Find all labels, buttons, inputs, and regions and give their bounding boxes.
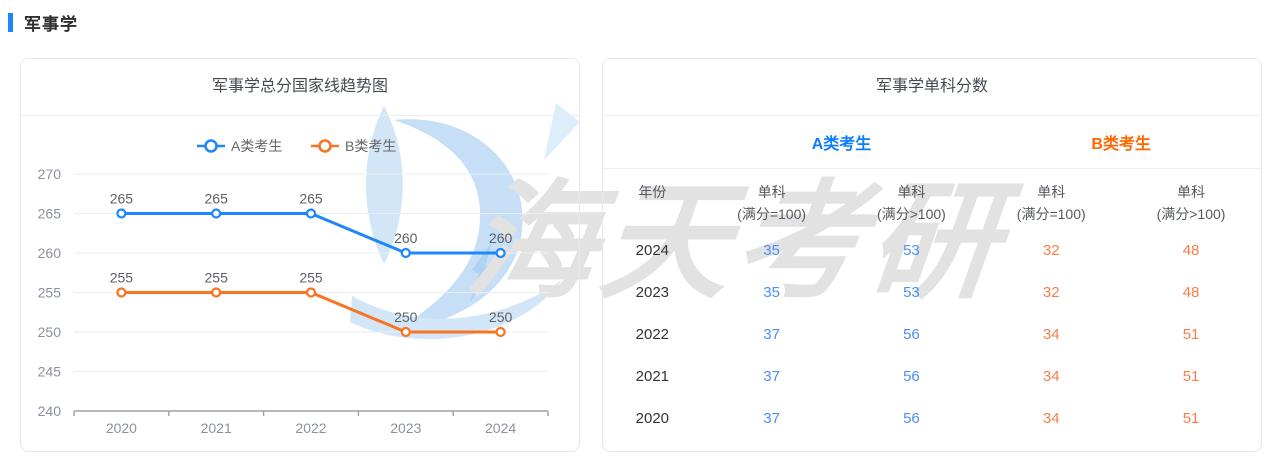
table-row: 2021 37 56 34 51 <box>603 355 1261 397</box>
score-cell: 37 <box>763 367 780 385</box>
legend-marker-icon <box>318 139 332 153</box>
group-header-b: B类考生 <box>1091 136 1151 153</box>
series-line <box>121 291 501 334</box>
series-line <box>121 212 501 255</box>
table-row: 2020 37 56 34 51 <box>603 397 1261 439</box>
legend-label: B类考生 <box>345 138 396 154</box>
score-cell: 35 <box>763 241 780 259</box>
column-header: 单科 (满分>100) <box>1156 184 1226 222</box>
data-point-label: 265 <box>110 191 134 207</box>
group-header-a: A类考生 <box>811 136 872 153</box>
legend-marker-icon <box>204 139 218 153</box>
data-point[interactable] <box>211 208 222 219</box>
data-point[interactable] <box>305 208 317 219</box>
score-table-title: 军事学单科分数 <box>875 78 988 95</box>
trend-line-chart[interactable]: 240 245 250 255 260 265 270 2020 2021 2022 2023 202… <box>21 116 579 452</box>
column-header: 单科 (满分>100) <box>876 184 946 222</box>
score-cell: 34 <box>1042 367 1060 385</box>
data-point-label: 260 <box>489 230 513 246</box>
section-header: 军事学 <box>8 10 78 35</box>
data-point[interactable] <box>495 247 506 259</box>
year-cell: 2022 <box>635 325 670 343</box>
score-cell: 53 <box>903 241 920 259</box>
score-cell: 48 <box>1182 283 1200 301</box>
y-axis-label: 270 <box>38 166 62 182</box>
year-cell: 2020 <box>635 409 670 427</box>
data-point[interactable] <box>211 287 222 298</box>
y-axis-label: 245 <box>38 364 62 380</box>
section-accent-bar-icon <box>8 13 13 32</box>
data-point[interactable] <box>116 208 127 219</box>
y-axis-label: 255 <box>38 285 62 301</box>
x-axis-label: 2022 <box>295 420 326 436</box>
legend-item[interactable]: B类考生 <box>311 138 396 154</box>
score-cell: 56 <box>903 325 920 343</box>
score-cell: 56 <box>903 409 920 427</box>
score-cell: 51 <box>1182 409 1200 427</box>
data-point[interactable] <box>116 287 127 298</box>
y-axis-label: 240 <box>38 403 62 419</box>
score-cell: 51 <box>1182 367 1200 385</box>
trend-panel-divider <box>21 115 579 116</box>
data-point-label: 255 <box>299 270 323 286</box>
score-cell: 32 <box>1042 283 1060 301</box>
data-point-label: 250 <box>394 309 418 325</box>
score-cell: 56 <box>903 367 920 385</box>
score-cell: 35 <box>763 283 780 301</box>
table-row: 2022 37 56 34 51 <box>603 313 1261 355</box>
year-cell: 2024 <box>635 241 670 259</box>
data-point[interactable] <box>495 326 506 338</box>
data-point[interactable] <box>400 326 411 338</box>
data-point-label: 265 <box>299 191 323 207</box>
trend-panel-title: 军事学总分国家线趋势图 <box>211 78 388 95</box>
data-point-label: 260 <box>394 230 418 246</box>
score-cell: 48 <box>1182 241 1200 259</box>
column-header: 年份 <box>638 184 667 200</box>
x-axis-label: 2023 <box>390 420 421 436</box>
score-cell: 34 <box>1042 409 1060 427</box>
data-point-label: 255 <box>110 270 134 286</box>
x-axis-label: 2021 <box>201 420 232 436</box>
table-header-row: 年份 单科 (满分=100) 单科 (满分>100) 单科 (满分=100) 单科 (满分>10… <box>603 169 1261 229</box>
data-point-label: 265 <box>205 191 229 207</box>
legend-label: A类考生 <box>231 138 282 154</box>
score-cell: 51 <box>1182 325 1200 343</box>
x-axis-label: 2024 <box>485 420 516 436</box>
year-cell: 2021 <box>635 367 670 385</box>
data-point[interactable] <box>305 287 317 298</box>
score-table-panel: 军事学单科分数 A类考生 B类考生 年份 单科 (满分=100) 单科 (满分>100)… <box>602 58 1262 452</box>
score-cell: 32 <box>1042 241 1060 259</box>
y-axis-label: 250 <box>38 324 62 340</box>
data-point[interactable] <box>400 247 411 259</box>
score-cell: 53 <box>903 283 920 301</box>
score-cell: 37 <box>763 409 780 427</box>
y-axis-label: 265 <box>38 206 62 222</box>
column-header: 单科 (满分=100) <box>1016 184 1086 222</box>
score-cell: 34 <box>1042 325 1060 343</box>
table-row: 2023 35 53 32 48 <box>603 271 1261 313</box>
group-header-row: A类考生 B类考生 <box>603 116 1261 168</box>
legend-item[interactable]: A类考生 <box>197 138 282 154</box>
data-point-label: 255 <box>205 270 229 286</box>
section-title: 军事学 <box>24 15 78 34</box>
score-table-divider-top <box>603 115 1261 116</box>
data-point-label: 250 <box>489 309 513 325</box>
score-table: 年份 单科 (满分=100) 单科 (满分>100) 单科 (满分=100) 单科 (满分>10… <box>603 169 1261 439</box>
score-table-divider-bottom <box>603 168 1261 169</box>
x-axis-label: 2020 <box>106 420 137 436</box>
year-cell: 2023 <box>635 283 670 301</box>
y-axis-label: 260 <box>38 245 62 261</box>
table-row: 2024 35 53 32 48 <box>603 229 1261 271</box>
score-cell: 37 <box>763 325 780 343</box>
trend-panel: 军事学总分国家线趋势图 240 245 250 255 260 265 270 2020 202… <box>20 58 580 452</box>
column-header: 单科 (满分=100) <box>737 184 807 222</box>
